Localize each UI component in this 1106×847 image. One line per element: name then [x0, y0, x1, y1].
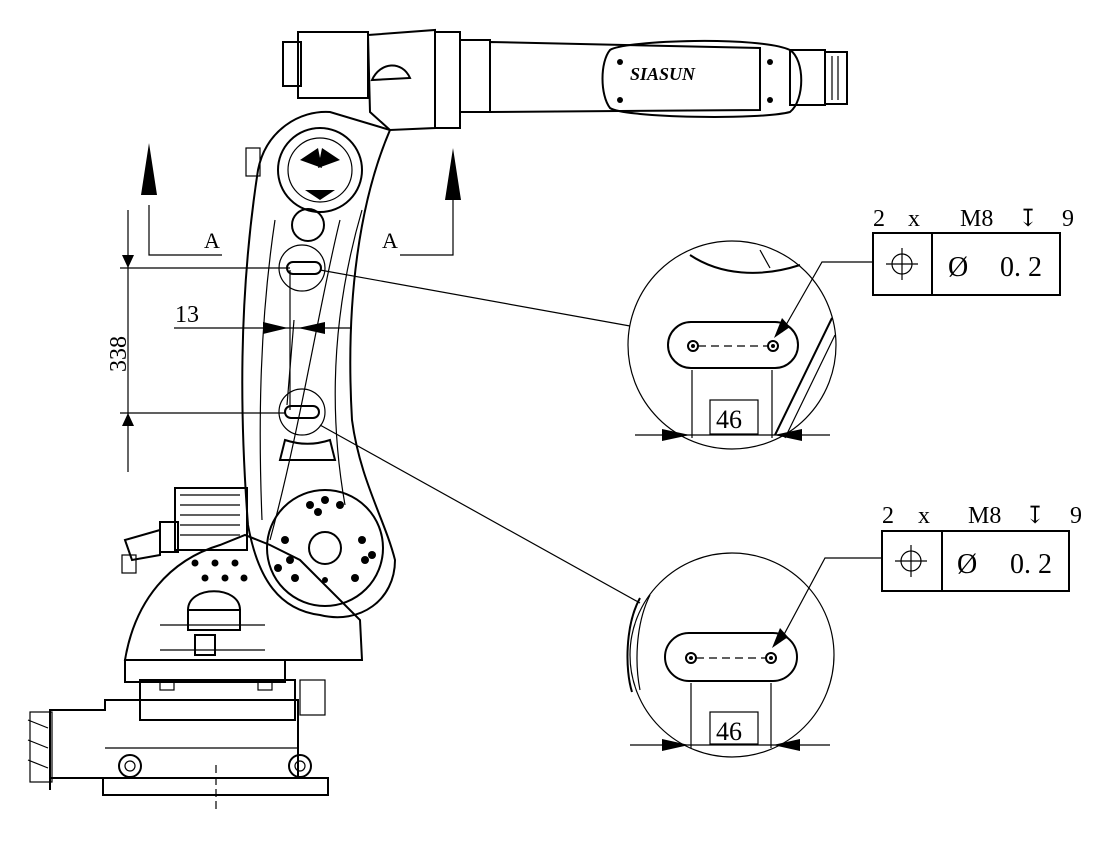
robot-base: [27, 659, 329, 812]
arrow-up-icon: [445, 148, 461, 200]
spec-count: 2: [873, 206, 885, 232]
tol-diameter-symbol: Ø: [948, 252, 968, 283]
dimension-width-label: 13: [175, 302, 199, 328]
spec-depth-symbol: ↧: [1018, 206, 1038, 232]
spec-thread: M8: [968, 503, 1001, 529]
section-label-right: A: [382, 228, 398, 253]
dimension-338: 338: [106, 210, 290, 472]
robot-turret: [121, 487, 364, 661]
arrow-up-icon: [141, 143, 157, 195]
spec-depth: 9: [1070, 503, 1082, 529]
tol-diameter-symbol: Ø: [957, 549, 977, 580]
spec-count: 2: [882, 503, 894, 529]
detail-view-lower: 46 ⌖ Ø 0. 2 2 x M8 ↧ 9: [626, 503, 1082, 758]
brand-label: SIASUN: [630, 64, 696, 84]
feature-control-frame: [872, 232, 1061, 296]
dimension-height-label: 338: [106, 336, 132, 372]
spec-depth: 9: [1062, 206, 1074, 232]
spec-times: x: [908, 206, 920, 232]
spec-times: x: [918, 503, 930, 529]
tol-value: 0. 2: [1000, 252, 1042, 283]
dimension-13: 13: [174, 270, 352, 410]
robot-upper-arm: SIASUN: [282, 28, 848, 132]
tol-value: 0. 2: [1010, 549, 1052, 580]
section-marker: A A: [141, 143, 461, 256]
spec-depth-symbol: ↧: [1025, 503, 1045, 529]
spec-thread: M8: [960, 206, 993, 232]
robot-lower-arm: [241, 110, 397, 619]
spacing-label: 46: [716, 717, 742, 746]
feature-control-frame: [881, 530, 1070, 592]
slot-upper: [667, 321, 799, 369]
spacing-label: 46: [716, 405, 742, 434]
section-label-left: A: [204, 228, 220, 253]
detail-view-upper: 46 ⌖ Ø 0. 2 2 x M8 ↧ 9: [627, 206, 1074, 450]
slot-lower: [664, 632, 798, 682]
